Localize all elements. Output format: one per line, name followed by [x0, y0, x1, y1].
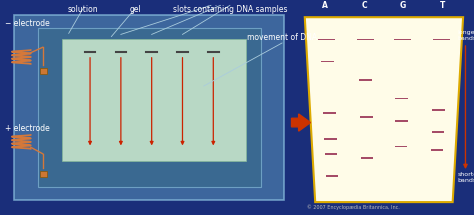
- Bar: [359, 79, 372, 81]
- Bar: [394, 38, 411, 40]
- Bar: [361, 157, 373, 159]
- Text: − electrode: − electrode: [5, 19, 49, 28]
- Bar: [318, 38, 335, 40]
- Bar: [40, 68, 47, 74]
- Bar: [321, 61, 334, 62]
- Text: © 2007 Encyclopædia Britannica, Inc.: © 2007 Encyclopædia Britannica, Inc.: [307, 204, 400, 210]
- Bar: [324, 138, 337, 140]
- Bar: [431, 131, 444, 133]
- Text: C: C: [362, 1, 368, 10]
- Text: gel: gel: [129, 5, 141, 14]
- Bar: [40, 171, 47, 177]
- Bar: [323, 112, 336, 114]
- Text: shorter
bands: shorter bands: [457, 172, 474, 183]
- Polygon shape: [62, 39, 246, 161]
- Polygon shape: [14, 15, 284, 200]
- Bar: [356, 38, 374, 40]
- Text: A: A: [322, 1, 328, 10]
- Bar: [395, 98, 408, 99]
- Text: + electrode: + electrode: [5, 124, 49, 133]
- Bar: [431, 149, 443, 151]
- Bar: [395, 146, 407, 147]
- Text: G: G: [400, 1, 406, 10]
- Text: movement of DNA: movement of DNA: [247, 33, 317, 42]
- FancyArrow shape: [292, 114, 310, 131]
- Text: slots containing DNA samples: slots containing DNA samples: [173, 5, 287, 14]
- Text: T: T: [440, 1, 446, 10]
- Polygon shape: [38, 28, 261, 187]
- Bar: [325, 153, 337, 155]
- Bar: [432, 109, 445, 111]
- Bar: [326, 175, 338, 177]
- Bar: [360, 116, 373, 118]
- Bar: [395, 120, 408, 122]
- Text: solution: solution: [68, 5, 98, 14]
- Text: longer
bands: longer bands: [457, 30, 474, 41]
- Polygon shape: [305, 17, 463, 202]
- Bar: [433, 38, 450, 40]
